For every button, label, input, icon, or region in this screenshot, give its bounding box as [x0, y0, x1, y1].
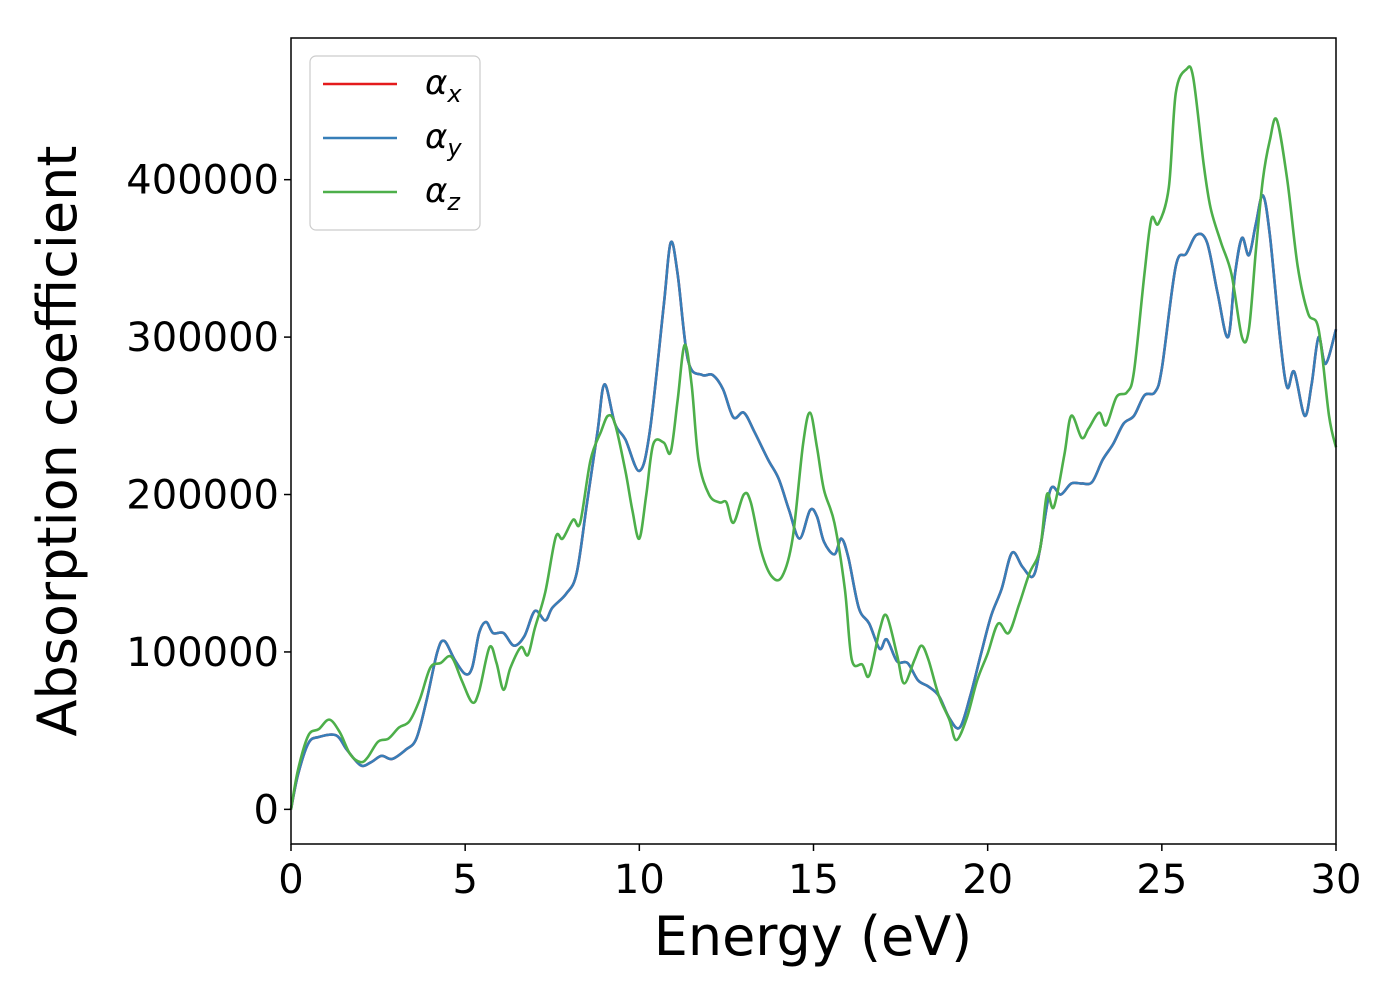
plot-lines	[289, 65, 1338, 810]
x-tick-label: 0	[278, 857, 303, 903]
x-tick-label: 30	[1311, 857, 1362, 903]
y-tick-label: 300000	[126, 315, 279, 361]
y-tick-label: 100000	[126, 630, 279, 676]
x-tick-label: 15	[788, 857, 839, 903]
series-line-alpha-y	[289, 194, 1338, 810]
legend-label-alpha-y: αy	[425, 117, 462, 162]
series-line-alpha-x	[289, 194, 1338, 810]
legend-subscript: x	[446, 80, 462, 108]
x-axis: 0 5 10 15 20 25 30	[278, 844, 1361, 903]
legend-subscript: y	[446, 134, 462, 162]
x-axis-title: Energy (eV)	[654, 905, 973, 968]
x-tick-label: 5	[452, 857, 477, 903]
y-tick-label: 0	[254, 787, 279, 833]
legend-box	[309, 55, 481, 231]
x-tick-label: 25	[1136, 857, 1187, 903]
x-tick-label: 10	[614, 857, 665, 903]
y-tick-label: 400000	[126, 158, 279, 204]
legend-label-alpha-z: αz	[425, 171, 461, 216]
legend-symbol: α	[425, 63, 447, 103]
y-tick-label: 200000	[126, 473, 279, 519]
legend-subscript: z	[446, 188, 461, 216]
x-tick-label: 20	[962, 857, 1013, 903]
legend-symbol: α	[425, 117, 447, 157]
legend-symbol: α	[425, 171, 447, 211]
y-axis-title: Absorption coefficient	[26, 146, 89, 737]
legend-label-alpha-x: αx	[425, 63, 462, 108]
series-line-alpha-z	[289, 65, 1338, 810]
y-axis: 0 100000 200000 300000 400000	[126, 158, 291, 833]
